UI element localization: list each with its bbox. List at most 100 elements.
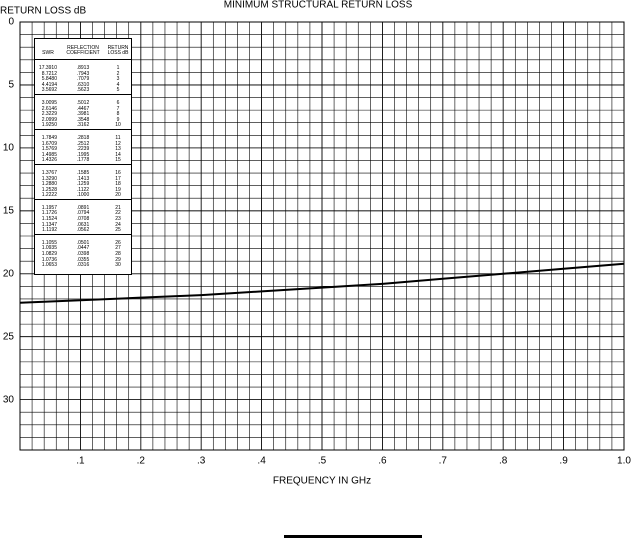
- table-cell: .7079: [76, 76, 90, 83]
- table-row: 3.0095.5012 6: [35, 93, 131, 107]
- table-cell: 1.0736: [41, 256, 57, 263]
- table-cell: .0398: [76, 251, 90, 258]
- table-row: 1.9250 .3162 10: [35, 123, 131, 129]
- table-row: 1.0736 .0355 29: [35, 256, 131, 264]
- table-cell: .0355: [76, 256, 90, 263]
- table-cell: 21: [105, 198, 131, 212]
- table-cell: .0891: [61, 198, 105, 212]
- y-tick-label: 0: [8, 17, 14, 28]
- table-row: 1.2528 .1122 19: [35, 186, 131, 194]
- table-cell: 24: [115, 221, 121, 228]
- y-axis-label: RETURN LOSS dB: [0, 6, 86, 17]
- table-row: 1.0935 .0447 27: [35, 246, 131, 252]
- x-tick-label: .9: [559, 456, 568, 467]
- table-cell: .0631: [76, 221, 90, 228]
- table-row: 1.3767.1585 16: [35, 163, 131, 177]
- table-cell: 19: [115, 186, 121, 193]
- table-cell: 10: [115, 122, 121, 129]
- x-tick-label: .2: [137, 456, 146, 467]
- table: SWR REFLECTION COEFFICIENT RETURN LOSS dB 1…: [35, 39, 131, 269]
- table-cell: .0794: [76, 210, 90, 217]
- table-cell: 17.3910: [38, 65, 57, 71]
- y-tick-label: 5: [8, 80, 14, 91]
- chart-title: MINIMUM STRUCTURAL RETURN LOSS: [224, 0, 413, 11]
- table-cell: 14: [115, 151, 121, 158]
- table-cell: .0501: [61, 233, 105, 247]
- table-row: 5.8480 .7079 3: [35, 77, 131, 83]
- table-row: 1.7849.2818 11: [35, 128, 131, 142]
- table-cell: 1.1055: [35, 233, 61, 247]
- table-cell: .5623: [76, 87, 90, 94]
- table-row: 3.5692 .5623 5: [35, 88, 131, 94]
- table-cell: 12: [115, 140, 121, 147]
- table-cell: .4467: [76, 105, 90, 112]
- table-row: 17.3910 .8913 1: [35, 60, 131, 72]
- table-cell: 1.9250: [41, 122, 57, 129]
- table-cell: .1000: [76, 192, 90, 199]
- table-cell: .1122: [76, 186, 90, 193]
- table-row: 1.3290 .1413 17: [35, 175, 131, 183]
- table-cell: 13: [115, 146, 121, 153]
- inset-table: SWR REFLECTION COEFFICIENT RETURN LOSS dB 1…: [34, 38, 132, 275]
- header-row: SWR REFLECTION COEFFICIENT RETURN LOSS dB: [35, 39, 131, 60]
- x-tick-label: 1.0: [617, 456, 631, 467]
- table-cell: 1: [116, 65, 120, 71]
- table-cell: 1.3290: [41, 175, 57, 182]
- table-row: 1.0829 .0398 28: [35, 251, 131, 258]
- table-cell: 1.1957: [35, 198, 61, 212]
- table-cell: 8: [116, 111, 120, 118]
- table-cell: 4: [116, 81, 120, 88]
- table-cell: 27: [115, 245, 121, 252]
- table-row: 1.2222 .1000 20: [35, 192, 131, 199]
- table-cell: 22: [115, 210, 121, 217]
- table-cell: 6: [105, 93, 131, 107]
- table-row: 4.4194 .6310 4: [35, 81, 131, 89]
- table-cell: 1.2528: [41, 186, 57, 193]
- table-row: 2.3229 .3981 8: [35, 112, 131, 118]
- table-cell: .3162: [76, 122, 90, 129]
- table-row: 1.5769 .2239 13: [35, 147, 131, 153]
- table-cell: 16: [105, 163, 131, 177]
- table-cell: 18: [115, 181, 121, 188]
- table-row: 1.0653 .0316 30: [35, 263, 131, 269]
- x-tick-label: .6: [378, 456, 387, 467]
- table-cell: .2512: [76, 140, 90, 147]
- table-cell: 26: [105, 233, 131, 247]
- x-tick-label: .5: [318, 456, 327, 467]
- table-cell: .1585: [61, 163, 105, 177]
- table-row: 1.4326 .1778 15: [35, 157, 131, 164]
- table-cell: .2239: [76, 146, 90, 153]
- table-cell: 1.5769: [41, 146, 57, 153]
- table-cell: 17: [115, 175, 121, 182]
- table-cell: .0562: [76, 227, 90, 234]
- table-row: 1.4985 .1995 14: [35, 151, 131, 159]
- column-header: SWR: [35, 39, 61, 60]
- table-cell: 3: [116, 76, 120, 83]
- x-tick-label: .4: [257, 456, 266, 467]
- table-cell: 2.6146: [41, 105, 57, 112]
- table-cell: 1.1524: [41, 216, 57, 223]
- y-tick-label: 25: [3, 331, 15, 342]
- table-cell: 29: [115, 256, 121, 263]
- plot-frame: [19, 21, 625, 451]
- x-tick-label: .3: [197, 456, 206, 467]
- table-cell: 1.0829: [41, 251, 57, 258]
- table-cell: 8.7212: [41, 70, 57, 77]
- table-cell: .0316: [76, 262, 90, 269]
- table-cell: 1.3767: [35, 163, 61, 177]
- footer-bar: [284, 535, 422, 538]
- table-cell: 1.0653: [41, 262, 57, 269]
- table-cell: .1259: [76, 181, 90, 188]
- table-cell: .0447: [76, 245, 90, 252]
- table-row: 1.1347 .0631 24: [35, 221, 131, 229]
- table-cell: 23: [115, 216, 121, 223]
- table-cell: 1.6709: [41, 140, 57, 147]
- table-cell: .5012: [61, 93, 105, 107]
- table-cell: 2: [116, 70, 120, 77]
- table-cell: 2.3229: [41, 111, 57, 118]
- table-cell: .3981: [76, 111, 90, 118]
- table-cell: 9: [116, 116, 120, 123]
- table-cell: 5.8480: [41, 76, 57, 83]
- table-cell: .6310: [76, 81, 90, 88]
